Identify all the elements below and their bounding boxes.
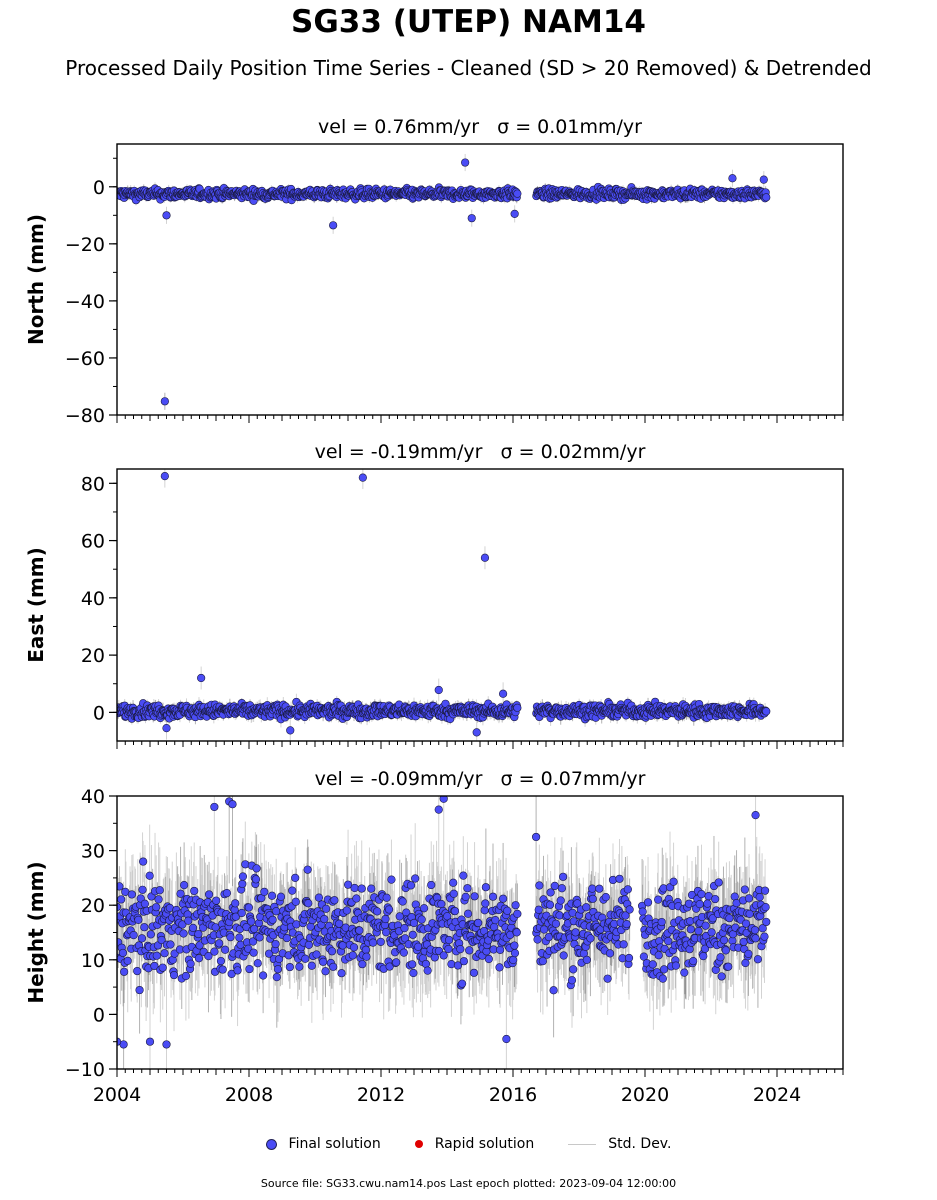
data-point-north-1066 [461,158,470,167]
y-tick-label-east: 40 [81,588,105,610]
y-axis-label-east: East (mm) [24,547,48,663]
plot-area-east [117,469,771,741]
data-point-north-1064 [162,211,171,220]
data-point-north-674 [513,189,522,198]
data-point-east-1065 [480,553,490,562]
y-tick-label-east: 60 [81,531,105,553]
axes-frame-east [116,468,844,742]
data-point-north-1065 [329,221,338,230]
data-point-north-1062 [762,193,771,202]
plot-area-north [117,153,771,410]
data-point-east-1069 [472,728,481,737]
data-point-north-1069 [728,174,737,183]
data-point-east-1066 [197,673,206,683]
data-point-east-1063 [160,472,169,481]
data-point-east-1064 [358,473,367,482]
panel-title-north: vel = 0.76mm/yr σ = 0.01mm/yr [318,116,642,138]
chart-subtitle: Processed Daily Position Time Series - C… [65,56,872,80]
data-point-north-1068 [510,209,519,218]
data-point-east-674 [513,703,522,712]
y-tick-label-north: −80 [65,405,105,427]
panel-east: 0 20 40 60 80 vel = -0.19mm/yr σ = 0.02mm/yr E… [24,441,844,749]
data-point-east-1070 [286,726,295,735]
data-point-east-1062 [762,707,771,716]
y-tick-label-east: 20 [81,645,105,667]
panel-north: 0 −20 −40 −60 −80 vel = 0.76mm/yr σ = 0.01mm/… [24,116,844,427]
y-tick-label-north: −60 [65,348,105,370]
chart-title: SG33 (UTEP) NAM14 [291,4,646,40]
y-tick-label-east: 80 [81,473,105,495]
plot-area-height [117,796,771,1069]
data-point-north-1070 [759,175,768,184]
data-point-east-1068 [499,689,508,698]
y-tick-label-north: −40 [65,291,105,313]
y-tick-label-north: 0 [93,177,105,199]
data-point-east-1071 [162,724,171,733]
data-point-north-1067 [467,214,476,223]
y-tick-label-east: 0 [93,702,105,724]
panel-title-east: vel = -0.19mm/yr σ = 0.02mm/yr [315,441,646,463]
data-point-east-1067 [434,685,443,695]
y-axis-label-north: North (mm) [24,214,48,345]
y-tick-label-north: −20 [65,234,105,256]
data-point-north-1063 [160,397,169,406]
